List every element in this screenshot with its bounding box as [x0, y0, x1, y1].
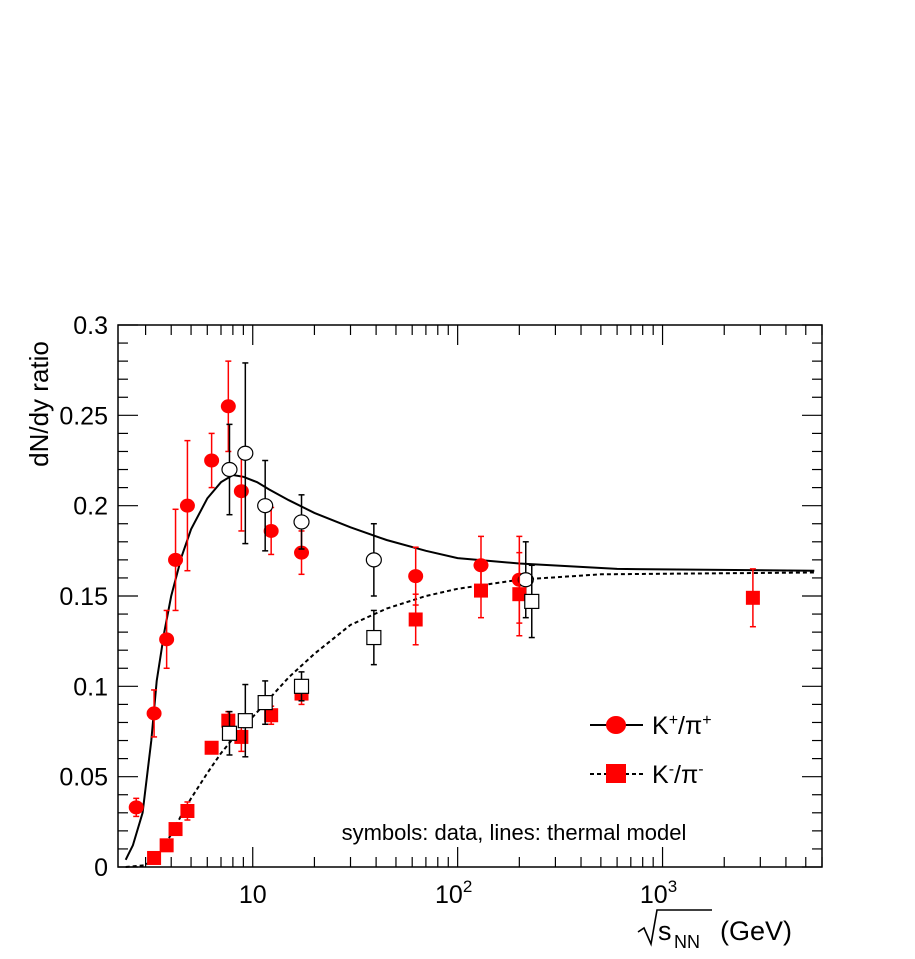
- legend-label-kplus: K+/π+: [652, 712, 712, 740]
- data-point-kminus: [745, 590, 760, 605]
- legend-marker-circle: [606, 716, 626, 734]
- sqrt-sign: [637, 909, 712, 947]
- data-point-kminus: [168, 822, 183, 837]
- data-point-kplus: [263, 523, 279, 538]
- legend-label-kminus: K-/π-: [652, 761, 704, 789]
- y-tick-label: 0.1: [73, 673, 108, 701]
- data-point-kminus-open: [237, 713, 253, 729]
- model-line-solid: [124, 473, 815, 861]
- annotation: symbols: data, lines: thermal model: [342, 820, 687, 845]
- y-tick-label: 0.15: [59, 583, 108, 611]
- x-axis-label-sub: NN: [674, 932, 700, 952]
- x-tick-label: 103: [640, 877, 677, 909]
- data-point-kplus-open: [365, 552, 382, 568]
- tick-labels: 0 0.05 0.1 0.15 0.2 0.25 0.3 10 102 103: [59, 312, 677, 909]
- x-tick-label: 102: [435, 877, 472, 909]
- x-axis-label-unit: (GeV): [720, 916, 792, 946]
- x-axis-label-s: s: [658, 916, 672, 946]
- y-tick-label: 0.05: [59, 764, 108, 792]
- data-point-kminus-open: [257, 694, 273, 711]
- data-point-kminus-open: [524, 593, 540, 610]
- y-tick-label: 0.2: [73, 493, 108, 521]
- data-point-kminus: [180, 803, 195, 818]
- y-tick-label: 0.3: [73, 312, 108, 340]
- data-point-kminus-open: [293, 678, 310, 694]
- data-point-kplus-open: [517, 572, 534, 588]
- x-tick-label: 10: [239, 881, 267, 909]
- y-tick-label: 0.25: [59, 402, 108, 430]
- data-point-kminus-open: [221, 725, 238, 741]
- data-point-kplus: [128, 800, 144, 815]
- y-tick-label: 0: [94, 854, 108, 882]
- data-point-kplus-open: [293, 514, 310, 530]
- data-point-kplus-open: [221, 461, 238, 478]
- legend-entry-kminus: K-/π-: [590, 761, 704, 789]
- data-point-kminus: [473, 583, 488, 598]
- data-point-kplus: [233, 484, 249, 499]
- data-point-kplus: [408, 569, 424, 584]
- data-point-kplus: [168, 552, 184, 567]
- data-point-kplus: [294, 545, 310, 560]
- data-point-kplus: [179, 498, 195, 513]
- legend: K+/π+ K-/π-: [590, 712, 712, 789]
- data-point-kminus: [204, 740, 219, 755]
- y-axis-label: dN/dy ratio: [24, 341, 54, 467]
- model-lines: [124, 473, 815, 868]
- axis-ticks: [118, 324, 823, 868]
- data-point-kplus-open: [237, 445, 254, 461]
- data-point-kminus: [147, 850, 162, 865]
- data-point-kplus-open: [257, 498, 274, 514]
- data-points: [128, 360, 760, 865]
- data-point-kminus: [512, 587, 527, 602]
- legend-marker-square: [606, 764, 626, 783]
- data-point-kminus-open: [366, 629, 382, 646]
- data-point-kminus: [408, 612, 423, 627]
- data-point-kplus: [204, 453, 220, 468]
- data-point-kplus: [146, 706, 162, 721]
- data-point-kminus: [159, 838, 174, 853]
- data-point-kminus: [221, 713, 236, 728]
- x-axis-label: s NN (GeV): [637, 909, 792, 952]
- data-point-kplus: [159, 632, 175, 647]
- data-point-kplus: [220, 399, 236, 414]
- legend-entry-kplus: K+/π+: [590, 712, 712, 740]
- data-point-kminus: [264, 708, 279, 723]
